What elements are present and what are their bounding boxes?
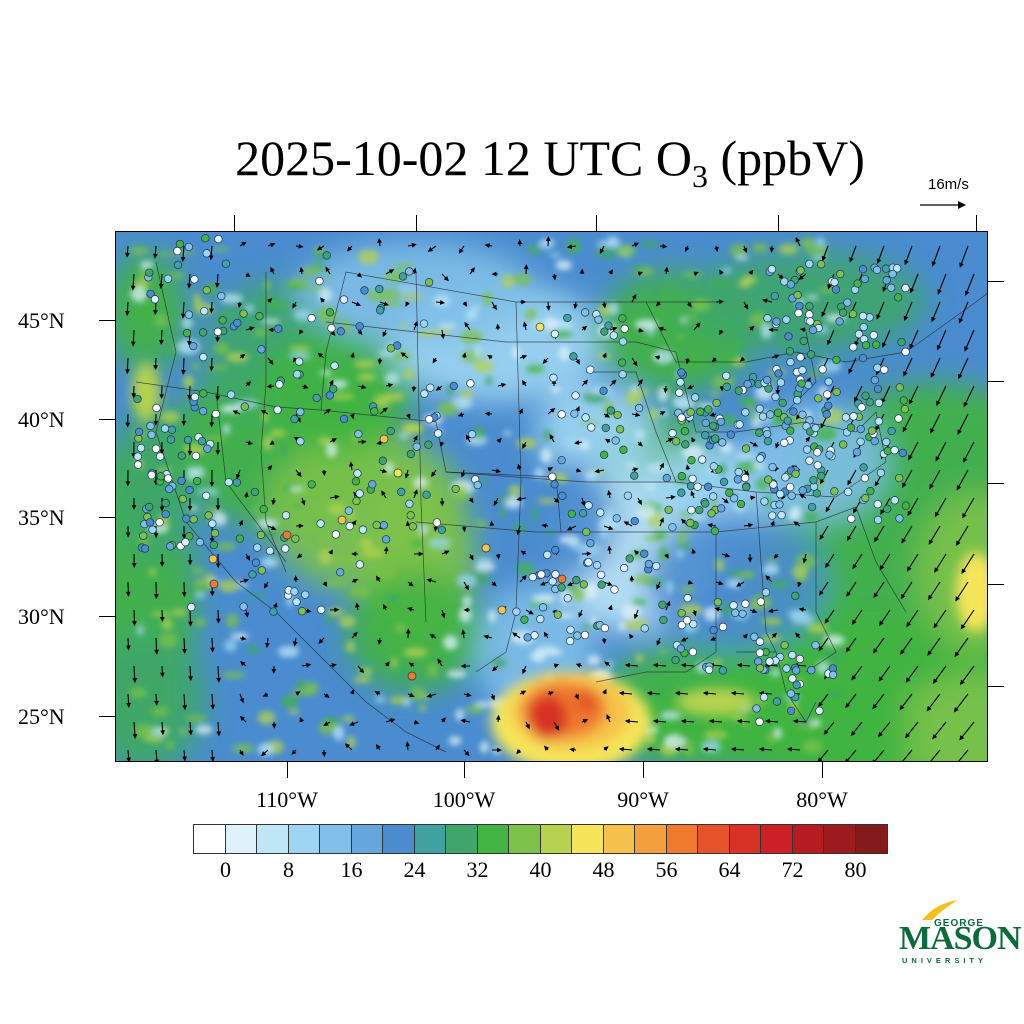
colorbar-label: 8 xyxy=(283,857,294,882)
colorbar-swatch xyxy=(383,825,415,853)
colorbar-swatch xyxy=(257,825,289,853)
right-tick xyxy=(988,483,1004,484)
top-tick xyxy=(976,215,977,231)
colorbar-swatch xyxy=(477,825,509,853)
colorbar-swatch xyxy=(225,825,257,853)
colorbar-swatch xyxy=(603,825,635,853)
logo-mason: MASON xyxy=(899,920,1022,957)
logo-university: UNIVERSITY xyxy=(902,956,988,965)
colorbar-swatch xyxy=(194,825,226,853)
colorbar-swatch xyxy=(320,825,352,853)
left-tick xyxy=(99,320,115,321)
colorbar-swatch xyxy=(635,825,667,853)
left-tick xyxy=(99,419,115,420)
colorbar-label: 0 xyxy=(220,857,231,882)
latitude-label: 35°N xyxy=(18,505,65,530)
latitude-label: 45°N xyxy=(18,308,65,333)
colorbar-label: 72 xyxy=(781,857,804,882)
top-tick xyxy=(234,215,235,231)
left-tick xyxy=(99,616,115,617)
ozone-map[interactable] xyxy=(115,231,988,762)
right-tick xyxy=(988,281,1004,282)
map-title: 2025-10-02 12 UTC O3 (ppbV) xyxy=(235,130,865,194)
left-tick xyxy=(99,517,115,518)
top-tick xyxy=(778,215,779,231)
reference-vector-label: 16m/s xyxy=(928,176,969,193)
colorbar-label: 56 xyxy=(655,857,678,882)
colorbar-swatch xyxy=(666,825,698,853)
colorbar-label: 16 xyxy=(340,857,363,882)
monitoring-stations xyxy=(133,234,911,726)
bottom-tick xyxy=(464,762,465,778)
logo-george: GEORGE xyxy=(934,918,984,929)
longitude-label: 100°W xyxy=(432,787,496,812)
colorbar-swatch xyxy=(572,825,604,853)
latitude-label: 40°N xyxy=(18,407,65,432)
ozone-map-canvas xyxy=(116,232,987,761)
colorbar-label: 32 xyxy=(466,857,489,882)
colorbar-swatch xyxy=(351,825,383,853)
colorbar-swatch xyxy=(792,825,824,853)
longitude-label: 110°W xyxy=(256,787,318,812)
left-tick xyxy=(99,716,115,717)
colorbar-swatch xyxy=(855,825,887,853)
colorbar-swatch xyxy=(761,825,793,853)
wind-vectors xyxy=(125,236,975,761)
colorbar-label: 40 xyxy=(529,857,552,882)
colorbar-label: 24 xyxy=(403,857,426,882)
colorbar-swatch xyxy=(540,825,572,853)
colorbar-label: 48 xyxy=(592,857,615,882)
swoosh-icon xyxy=(922,900,958,920)
colorbar-swatch xyxy=(729,825,761,853)
top-tick xyxy=(596,215,597,231)
colorbar xyxy=(193,824,888,854)
colorbar-swatch xyxy=(509,825,541,853)
longitude-label: 90°W xyxy=(617,787,669,812)
right-tick xyxy=(988,584,1004,585)
right-tick xyxy=(988,686,1004,687)
bottom-tick xyxy=(643,762,644,778)
colorbar-swatch xyxy=(698,825,730,853)
colorbar-label: 64 xyxy=(718,857,741,882)
top-tick xyxy=(416,215,417,231)
colorbar-swatch xyxy=(824,825,856,853)
reference-vector: 16m/s xyxy=(918,176,998,216)
colorbar-swatch xyxy=(414,825,446,853)
right-tick xyxy=(988,381,1004,382)
latitude-label: 30°N xyxy=(18,604,65,629)
colorbar-swatch xyxy=(288,825,320,853)
bottom-tick xyxy=(287,762,288,778)
latitude-label: 25°N xyxy=(18,704,65,729)
reference-arrow-icon xyxy=(920,201,966,209)
longitude-label: 80°W xyxy=(796,787,848,812)
colorbar-label: 80 xyxy=(844,857,867,882)
colorbar-swatch xyxy=(446,825,478,853)
george-mason-logo: GEORGE MASON UNIVERSITY xyxy=(896,898,1022,970)
bottom-tick xyxy=(822,762,823,778)
